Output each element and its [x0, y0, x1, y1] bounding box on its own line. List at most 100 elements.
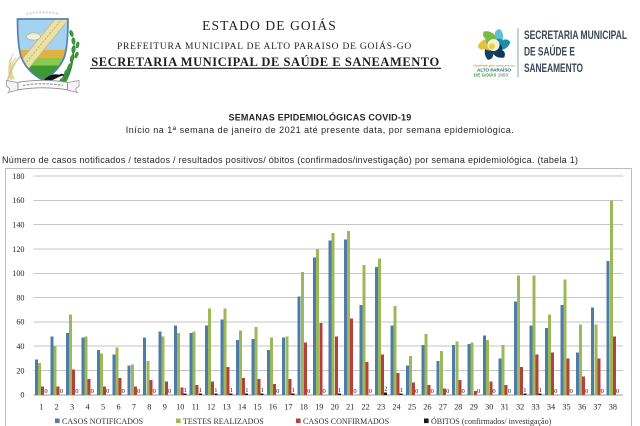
svg-text:26: 26 [423, 403, 431, 412]
svg-text:1: 1 [39, 403, 43, 412]
svg-text:0: 0 [307, 388, 310, 395]
svg-text:32: 32 [516, 403, 524, 412]
svg-text:1: 1 [214, 387, 217, 394]
svg-text:16: 16 [269, 403, 277, 412]
svg-text:22: 22 [362, 403, 370, 412]
svg-text:180: 180 [12, 172, 24, 181]
svg-text:0: 0 [91, 388, 94, 395]
svg-text:24: 24 [392, 403, 400, 412]
svg-text:29: 29 [470, 403, 478, 412]
svg-text:4: 4 [85, 403, 89, 412]
svg-text:120: 120 [12, 245, 24, 254]
svg-text:34: 34 [547, 403, 555, 412]
svg-text:13: 13 [223, 403, 231, 412]
svg-text:0: 0 [492, 388, 495, 395]
svg-text:14: 14 [238, 403, 246, 412]
svg-text:140: 140 [12, 221, 24, 230]
svg-text:DE SAÚDE E: DE SAÚDE E [524, 46, 575, 59]
svg-text:160: 160 [12, 196, 24, 205]
svg-text:20: 20 [331, 403, 339, 412]
svg-text:0: 0 [276, 388, 279, 395]
svg-text:0: 0 [415, 388, 418, 395]
svg-text:SECRETARIA MUNICIPAL DE SAÚDE: SECRETARIA MUNICIPAL DE SAÚDE E SANEAMEN… [91, 55, 440, 69]
svg-text:10: 10 [176, 403, 184, 412]
svg-text:2: 2 [384, 386, 387, 393]
svg-text:1: 1 [338, 387, 341, 394]
svg-text:6: 6 [116, 403, 120, 412]
svg-text:23: 23 [377, 403, 385, 412]
svg-text:Número de casos notificados /: Número de casos notificados / testados /… [2, 155, 578, 165]
svg-text:36: 36 [578, 403, 586, 412]
svg-text:18: 18 [300, 403, 308, 412]
svg-text:SANEAMENTO: SANEAMENTO [524, 63, 583, 75]
svg-text:0: 0 [431, 388, 434, 395]
svg-text:ÓBITOS (confirmados/ investiga: ÓBITOS (confirmados/ investigação) [431, 416, 552, 426]
svg-text:1: 1 [199, 387, 202, 394]
svg-text:1: 1 [261, 387, 264, 394]
svg-text:0: 0 [570, 388, 573, 395]
svg-text:1: 1 [539, 387, 542, 394]
svg-text:0: 0 [585, 388, 588, 395]
svg-text:20: 20 [16, 366, 24, 375]
svg-text:0: 0 [168, 388, 171, 395]
svg-text:1: 1 [183, 387, 186, 394]
svg-text:30: 30 [485, 403, 493, 412]
svg-text:19: 19 [315, 403, 323, 412]
svg-text:ESTADO DE GOIÁS: ESTADO DE GOIÁS [202, 18, 337, 33]
svg-text:CASOS NOTIFICADOS: CASOS NOTIFICADOS [62, 417, 143, 426]
svg-text:1: 1 [245, 387, 248, 394]
svg-text:SEMANAS EPIDEMIOLÓGICAS COVID-: SEMANAS EPIDEMIOLÓGICAS COVID-19 [229, 112, 412, 123]
svg-text:1: 1 [400, 387, 403, 394]
svg-text:7: 7 [132, 403, 136, 412]
svg-text:28: 28 [454, 403, 462, 412]
svg-text:Qualidade para quem precisa: Qualidade para quem precisa [473, 64, 514, 68]
svg-text:37: 37 [593, 403, 601, 412]
svg-text:38: 38 [609, 403, 617, 412]
svg-text:0: 0 [477, 388, 480, 395]
svg-text:0: 0 [369, 388, 372, 395]
svg-text:31: 31 [501, 403, 509, 412]
svg-text:0: 0 [137, 388, 140, 395]
svg-text:8: 8 [147, 403, 151, 412]
svg-text:0: 0 [44, 388, 47, 395]
svg-text:Início na 1ª semana de janeiro: Início na 1ª semana de janeiro de 2021 a… [126, 125, 515, 135]
svg-text:2: 2 [55, 403, 59, 412]
svg-text:12: 12 [207, 403, 215, 412]
svg-text:9: 9 [163, 403, 167, 412]
svg-text:27: 27 [439, 403, 447, 412]
svg-text:1: 1 [523, 387, 526, 394]
svg-text:0: 0 [20, 391, 24, 400]
svg-text:SECRETARIA MUNICIPAL: SECRETARIA MUNICIPAL [524, 30, 627, 42]
svg-text:0: 0 [616, 388, 619, 395]
svg-text:0: 0 [60, 388, 63, 395]
svg-text:15: 15 [253, 403, 261, 412]
svg-text:0: 0 [122, 388, 125, 395]
svg-text:0: 0 [322, 388, 325, 395]
svg-text:80: 80 [16, 293, 24, 302]
svg-text:11: 11 [192, 403, 200, 412]
svg-text:0: 0 [461, 388, 464, 395]
svg-text:35: 35 [562, 403, 570, 412]
svg-text:DE GOIÁS 1953: DE GOIÁS 1953 [474, 72, 508, 78]
svg-text:5: 5 [101, 403, 105, 412]
svg-text:33: 33 [532, 403, 540, 412]
svg-text:3: 3 [70, 403, 74, 412]
svg-text:17: 17 [284, 403, 292, 412]
svg-text:40: 40 [16, 342, 24, 351]
svg-text:CASOS CONFIRMADOS: CASOS CONFIRMADOS [303, 417, 389, 426]
svg-text:PREFEITURA MUNICIPAL DE ALTO P: PREFEITURA MUNICIPAL DE ALTO PARAISO DE … [117, 40, 412, 52]
svg-text:21: 21 [346, 403, 354, 412]
svg-text:0: 0 [446, 388, 449, 395]
svg-text:25: 25 [408, 403, 416, 412]
svg-text:0: 0 [353, 388, 356, 395]
svg-text:TESTES REALIZADOS: TESTES REALIZADOS [183, 417, 264, 426]
svg-text:0: 0 [554, 388, 557, 395]
svg-text:ALTO PARAÍSO: ALTO PARAÍSO [477, 66, 511, 73]
svg-text:0: 0 [601, 388, 604, 395]
svg-text:1: 1 [230, 387, 233, 394]
svg-text:0: 0 [75, 388, 78, 395]
svg-text:0: 0 [106, 388, 109, 395]
svg-text:0: 0 [508, 388, 511, 395]
svg-text:60: 60 [16, 318, 24, 327]
svg-text:100: 100 [12, 269, 24, 278]
